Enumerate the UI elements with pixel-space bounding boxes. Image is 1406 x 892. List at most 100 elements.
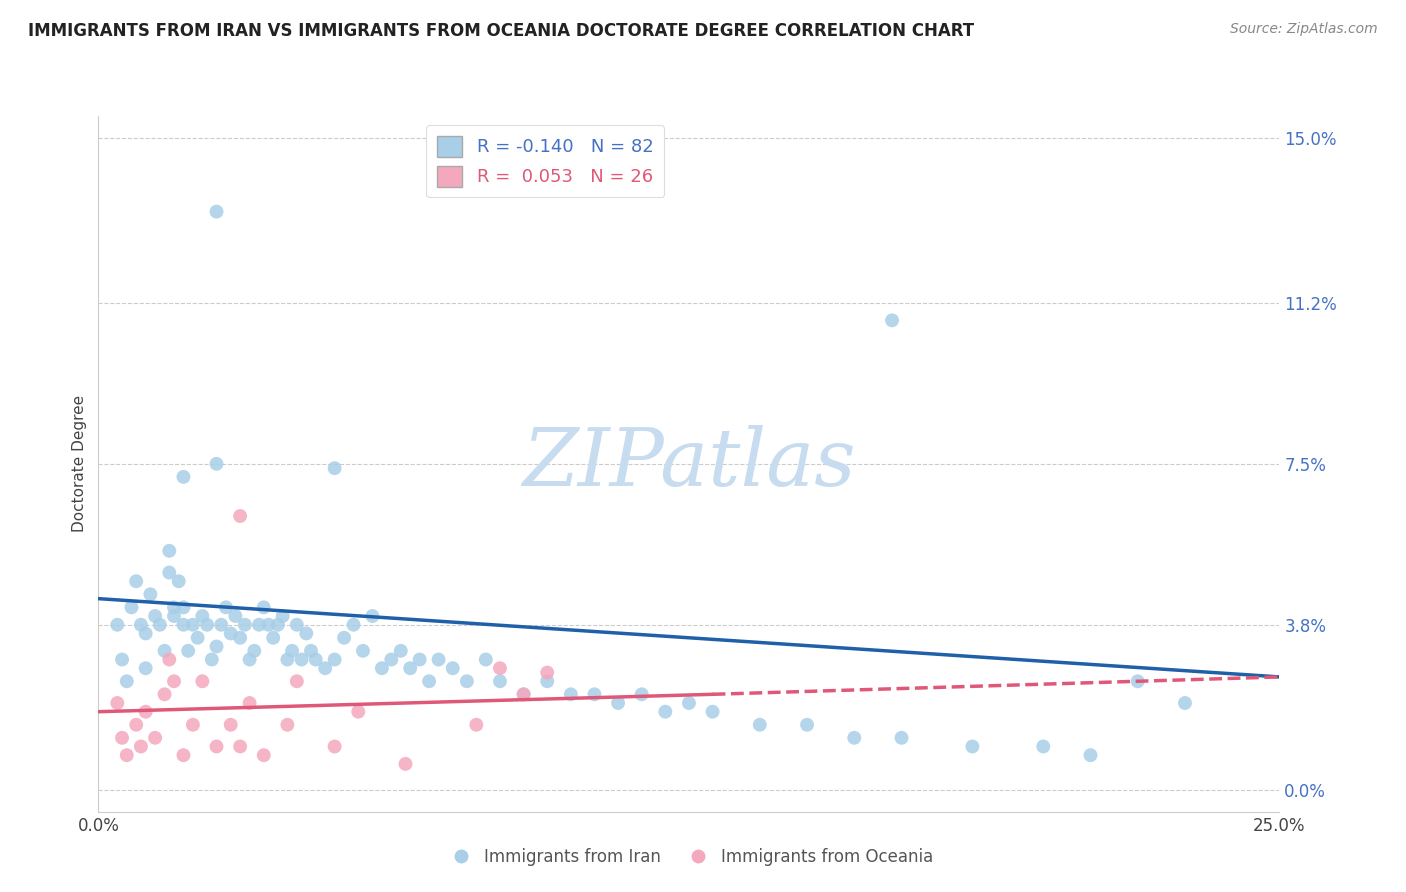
- Point: [427, 652, 450, 666]
- Point: [418, 674, 440, 689]
- Point: [111, 731, 134, 745]
- Point: [205, 640, 228, 654]
- Point: [489, 674, 512, 689]
- Point: [201, 652, 224, 666]
- Point: [257, 617, 280, 632]
- Point: [1126, 674, 1149, 689]
- Point: [125, 717, 148, 731]
- Point: [149, 617, 172, 632]
- Point: [111, 652, 134, 666]
- Point: [347, 705, 370, 719]
- Point: [371, 661, 394, 675]
- Point: [456, 674, 478, 689]
- Point: [262, 631, 284, 645]
- Point: [157, 543, 180, 558]
- Point: [105, 696, 128, 710]
- Point: [465, 717, 488, 731]
- Point: [163, 609, 186, 624]
- Point: [187, 631, 209, 645]
- Point: [229, 508, 252, 523]
- Point: [1032, 739, 1054, 754]
- Point: [361, 609, 384, 624]
- Text: Source: ZipAtlas.com: Source: ZipAtlas.com: [1230, 22, 1378, 37]
- Point: [890, 731, 912, 745]
- Point: [105, 617, 128, 632]
- Point: [135, 705, 157, 719]
- Point: [702, 705, 724, 719]
- Point: [299, 644, 322, 658]
- Point: [475, 652, 498, 666]
- Point: [276, 717, 298, 731]
- Point: [880, 313, 903, 327]
- Point: [172, 470, 194, 484]
- Point: [205, 204, 228, 219]
- Point: [1174, 696, 1197, 710]
- Point: [163, 600, 186, 615]
- Point: [290, 652, 312, 666]
- Point: [323, 461, 346, 475]
- Point: [323, 739, 346, 754]
- Point: [276, 652, 298, 666]
- Point: [125, 574, 148, 589]
- Point: [560, 687, 582, 701]
- Point: [408, 652, 430, 666]
- Point: [181, 617, 204, 632]
- Point: [172, 600, 194, 615]
- Point: [224, 609, 246, 624]
- Point: [239, 652, 262, 666]
- Point: [139, 587, 162, 601]
- Point: [844, 731, 866, 745]
- Point: [172, 748, 194, 763]
- Point: [205, 457, 228, 471]
- Point: [342, 617, 364, 632]
- Point: [153, 644, 176, 658]
- Point: [135, 626, 157, 640]
- Point: [243, 644, 266, 658]
- Point: [157, 652, 180, 666]
- Text: ZIPatlas: ZIPatlas: [522, 425, 856, 502]
- Point: [191, 609, 214, 624]
- Point: [295, 626, 318, 640]
- Point: [172, 617, 194, 632]
- Point: [678, 696, 700, 710]
- Point: [205, 739, 228, 754]
- Point: [962, 739, 984, 754]
- Point: [191, 674, 214, 689]
- Point: [512, 687, 534, 701]
- Point: [323, 652, 346, 666]
- Point: [195, 617, 218, 632]
- Point: [163, 674, 186, 689]
- Point: [229, 739, 252, 754]
- Point: [167, 574, 190, 589]
- Point: [1080, 748, 1102, 763]
- Point: [399, 661, 422, 675]
- Point: [441, 661, 464, 675]
- Point: [143, 731, 166, 745]
- Point: [536, 674, 558, 689]
- Point: [209, 617, 232, 632]
- Point: [654, 705, 676, 719]
- Point: [143, 609, 166, 624]
- Point: [512, 687, 534, 701]
- Point: [247, 617, 270, 632]
- Point: [115, 748, 138, 763]
- Point: [239, 696, 262, 710]
- Point: [630, 687, 652, 701]
- Point: [305, 652, 328, 666]
- Point: [748, 717, 770, 731]
- Point: [314, 661, 336, 675]
- Point: [177, 644, 200, 658]
- Point: [215, 600, 238, 615]
- Point: [394, 756, 416, 771]
- Point: [135, 661, 157, 675]
- Point: [796, 717, 818, 731]
- Point: [153, 687, 176, 701]
- Point: [267, 617, 290, 632]
- Y-axis label: Doctorate Degree: Doctorate Degree: [72, 395, 87, 533]
- Point: [380, 652, 402, 666]
- Point: [271, 609, 294, 624]
- Point: [157, 566, 180, 580]
- Point: [352, 644, 374, 658]
- Point: [389, 644, 412, 658]
- Text: IMMIGRANTS FROM IRAN VS IMMIGRANTS FROM OCEANIA DOCTORATE DEGREE CORRELATION CHA: IMMIGRANTS FROM IRAN VS IMMIGRANTS FROM …: [28, 22, 974, 40]
